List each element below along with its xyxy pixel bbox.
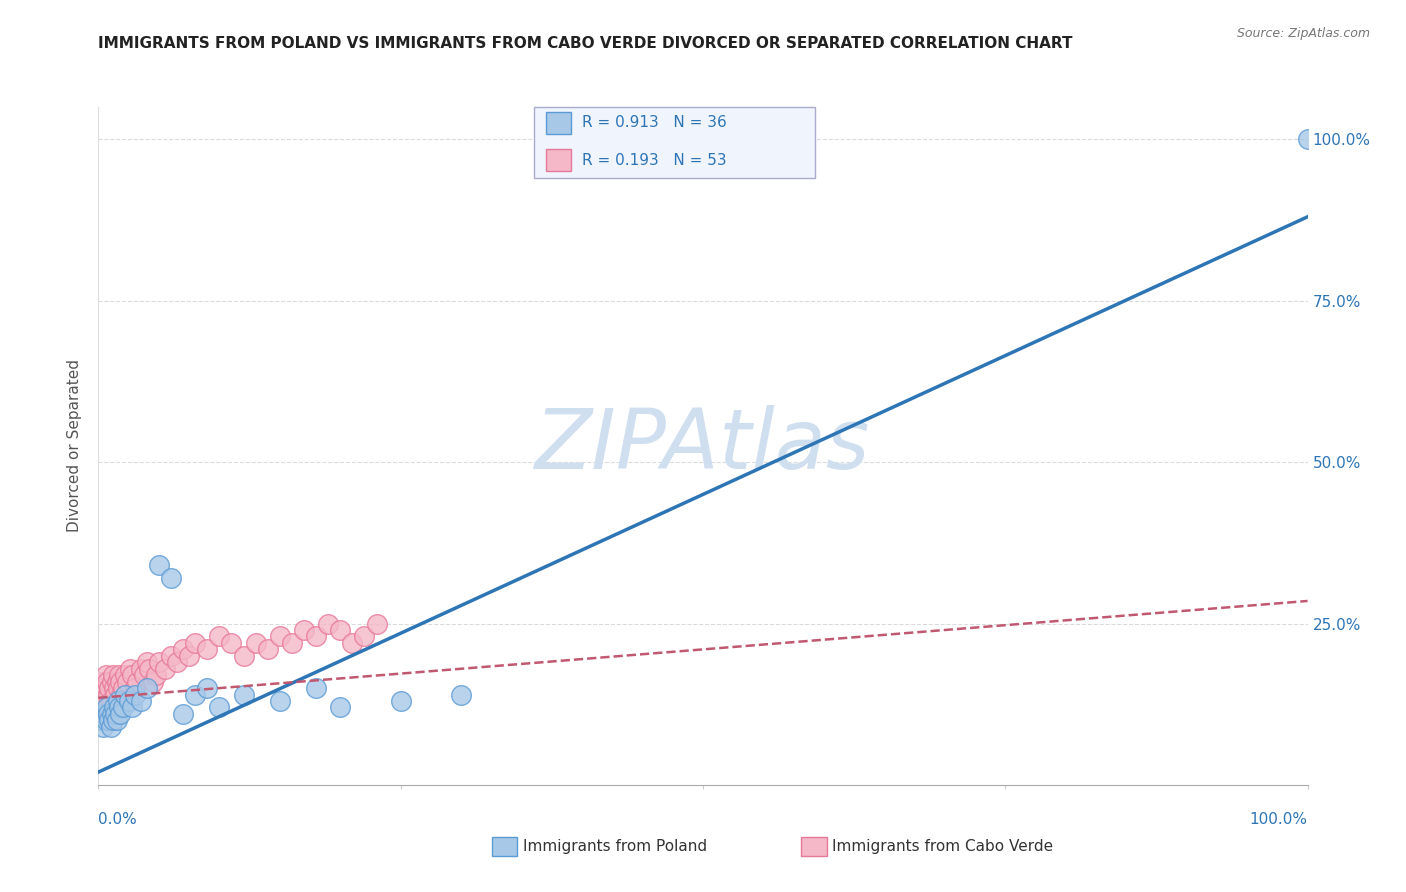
Text: Immigrants from Cabo Verde: Immigrants from Cabo Verde [832,839,1053,854]
Point [135,681,157,695]
Point [148,558,170,573]
Text: ZIPAtlas: ZIPAtlas [536,406,870,486]
Point [172,706,194,721]
Point [153,662,176,676]
Point [124,688,146,702]
Point [91,674,114,689]
Point [184,688,207,702]
Point [208,700,231,714]
Point [108,700,131,714]
Point [269,630,291,644]
Point [103,681,125,695]
Point [342,636,364,650]
Point [172,642,194,657]
Point [101,714,124,728]
Point [121,668,143,682]
Point [184,636,207,650]
Point [329,700,352,714]
Point [96,674,118,689]
Point [111,700,134,714]
Point [366,616,388,631]
Point [100,674,122,689]
Point [114,688,136,702]
Point [127,674,149,689]
Point [256,642,278,657]
Point [103,700,125,714]
Text: Source: ZipAtlas.com: Source: ZipAtlas.com [1237,27,1371,40]
Point [100,694,122,708]
Point [117,674,139,689]
Point [107,681,129,695]
Point [316,616,339,631]
Point [121,700,143,714]
Point [96,700,118,714]
Point [135,655,157,669]
Point [98,681,121,695]
Point [232,688,254,702]
Point [90,714,112,728]
Point [353,630,375,644]
Point [232,648,254,663]
Point [129,694,152,708]
Point [104,706,127,721]
Point [108,706,131,721]
Point [97,688,120,702]
Point [118,694,141,708]
Point [195,681,218,695]
Text: 100.0%: 100.0% [1250,812,1308,827]
Point [98,714,121,728]
Point [145,668,167,682]
Point [329,623,352,637]
Point [245,636,267,650]
Point [160,648,183,663]
Point [104,688,127,702]
Point [91,720,114,734]
Point [118,662,141,676]
Point [148,655,170,669]
Point [134,668,156,682]
Point [107,694,129,708]
Text: R = 0.193   N = 53: R = 0.193 N = 53 [582,153,727,168]
Point [129,662,152,676]
Point [221,636,243,650]
Point [166,655,188,669]
Point [93,694,115,708]
Point [281,636,304,650]
Point [105,714,128,728]
Point [124,681,146,695]
Point [108,668,131,682]
Point [1296,132,1319,146]
Text: R = 0.913   N = 36: R = 0.913 N = 36 [582,115,727,130]
Point [269,694,291,708]
Point [105,674,128,689]
Point [97,706,120,721]
Point [93,706,115,721]
Point [101,668,124,682]
Point [114,668,136,682]
Point [160,571,183,585]
Point [305,630,328,644]
Point [138,662,160,676]
Point [195,642,218,657]
Point [142,674,165,689]
Text: 0.0%: 0.0% [98,812,138,827]
Point [208,630,231,644]
Point [94,668,117,682]
Point [111,681,134,695]
Point [110,688,132,702]
Text: Immigrants from Poland: Immigrants from Poland [523,839,707,854]
Point [292,623,315,637]
Point [108,674,131,689]
Point [100,720,122,734]
Text: IMMIGRANTS FROM POLAND VS IMMIGRANTS FROM CABO VERDE DIVORCED OR SEPARATED CORRE: IMMIGRANTS FROM POLAND VS IMMIGRANTS FRO… [98,36,1073,51]
Point [94,714,117,728]
Point [91,681,114,695]
Point [389,694,412,708]
Point [305,681,328,695]
Point [179,648,201,663]
Point [90,688,112,702]
Y-axis label: Divorced or Separated: Divorced or Separated [67,359,83,533]
Point [100,706,122,721]
Point [450,688,472,702]
